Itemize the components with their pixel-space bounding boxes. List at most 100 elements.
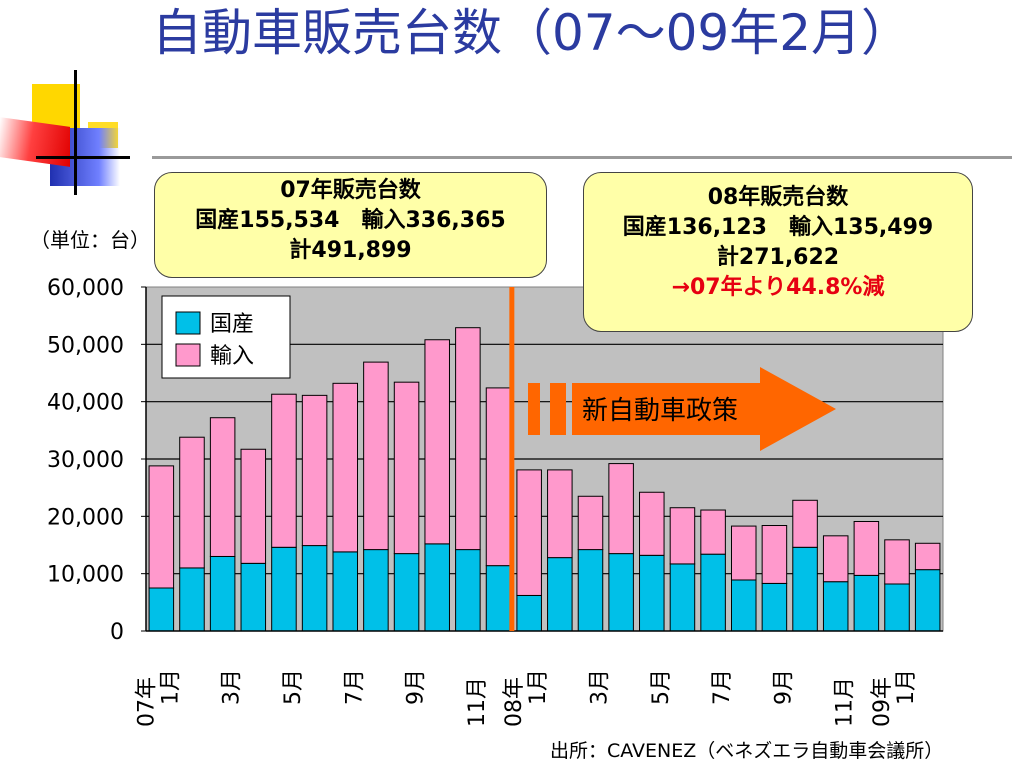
bar-domestic	[608, 553, 634, 632]
x-tick-label-line: 3月	[220, 669, 245, 705]
x-tick-label: 08年 1月	[502, 669, 551, 727]
x-tick-label-line: 7月	[710, 669, 735, 705]
x-tick-label: 3月	[587, 669, 612, 705]
bar-import	[884, 539, 910, 585]
bar-domestic	[424, 543, 450, 632]
x-tick-label: 9月	[771, 669, 796, 705]
bar-import	[485, 387, 512, 567]
x-tick-label: 5月	[281, 669, 306, 705]
x-tick-label: 7月	[710, 669, 735, 705]
x-tick-label-line: 1月	[894, 669, 919, 705]
x-tick-label-line: 3月	[587, 669, 612, 705]
bar-import	[363, 361, 389, 551]
bar-import	[700, 509, 726, 555]
decorative-corner-graphic	[0, 0, 130, 200]
callout-2008-line2: 国産136,123 輸入135,499	[622, 215, 934, 240]
bar-import	[792, 499, 818, 548]
bar-domestic	[516, 594, 542, 632]
bar-domestic	[853, 574, 880, 632]
y-axis: 0 10,000 20,000 30,000 40,000 50,000 60,000	[47, 276, 147, 645]
x-tick-label: 7月	[342, 669, 367, 705]
x-tick-label: 11月	[465, 677, 490, 727]
legend-label-domestic: 国産	[210, 312, 254, 337]
bar-import	[148, 465, 175, 589]
bar-domestic	[884, 583, 910, 632]
bar-import	[516, 469, 542, 596]
bar-import	[608, 463, 634, 555]
deco-horizontal-line	[36, 156, 130, 159]
x-tick-label-line: 5月	[281, 669, 306, 705]
bar-domestic	[301, 545, 328, 632]
bar-import	[577, 495, 604, 551]
bar-import	[730, 525, 757, 581]
callout-2008-change: →07年より44.8%減	[671, 275, 885, 300]
bar-domestic	[822, 581, 849, 632]
x-tick-label-line: 11月	[833, 677, 858, 727]
bar-domestic	[363, 549, 389, 632]
title-underline	[152, 156, 1012, 159]
x-tick-label: 09年 1月	[870, 669, 919, 727]
policy-arrow: 新自動車政策	[528, 367, 836, 451]
bar-import	[209, 417, 236, 557]
x-tick-label-line: 08年	[502, 677, 527, 727]
arrow-body	[572, 367, 836, 451]
bar-import	[301, 394, 328, 547]
x-tick-label: 3月	[220, 669, 245, 705]
unit-note: （単位：台）	[30, 228, 150, 252]
bar-import	[393, 381, 420, 555]
bar-domestic	[761, 582, 788, 632]
bar-import	[914, 542, 941, 571]
bar-import	[853, 520, 880, 576]
page-title: 自動車販売台数（07～09年2月）	[152, 4, 912, 62]
x-tick-label-line: 5月	[649, 669, 674, 705]
legend-swatch-domestic	[175, 311, 201, 335]
bar-domestic	[179, 567, 205, 632]
bar-domestic	[455, 549, 481, 632]
deco-vertical-line	[74, 70, 77, 195]
bar-import	[822, 535, 849, 583]
legend-swatch-import	[175, 343, 201, 367]
callout-2007-line2: 国産155,534 輸入336,365	[195, 208, 506, 233]
arrow-dash-1	[528, 383, 540, 435]
x-tick-label: 11月	[833, 677, 858, 727]
bar-domestic	[639, 554, 665, 632]
bar-domestic	[547, 557, 573, 632]
source-note: 出所：CAVENEZ（ベネズエラ自動車会議所）	[550, 740, 944, 762]
y-tick-label: 50,000	[47, 333, 124, 358]
bar-import	[271, 393, 297, 548]
bar-domestic	[148, 587, 175, 632]
y-tick-label: 0	[110, 620, 124, 645]
bar-domestic	[914, 569, 941, 632]
x-tick-label-line: 7月	[342, 669, 367, 705]
callout-2008-line3: 計271,622	[716, 245, 840, 270]
arrow-dash-2	[550, 383, 566, 435]
bar-import	[669, 507, 696, 565]
bar-domestic	[700, 553, 726, 632]
callout-2008-sales: 08年販売台数 国産136,123 輸入135,499 計271,622 →07…	[583, 172, 973, 332]
bar-import	[455, 327, 481, 551]
y-tick-label: 60,000	[47, 276, 124, 301]
bars	[148, 327, 941, 632]
callout-2007-line3: 計491,899	[289, 238, 412, 263]
x-tick-label-line: 1月	[158, 669, 183, 705]
bar-import	[424, 339, 450, 545]
bar-domestic	[669, 563, 696, 632]
x-tick-label-line: 09年	[870, 677, 895, 727]
bar-domestic	[271, 546, 297, 632]
x-tick-label-line: 07年	[134, 677, 159, 727]
x-axis: 07年 1月 3月 5月 7月 9月 11月 08年 1月 3月 5月 7月 9月 11月 09年 1月	[134, 630, 943, 727]
x-tick-label: 9月	[404, 669, 429, 705]
x-tick-label-line: 11月	[465, 677, 490, 727]
bar-domestic	[209, 555, 236, 632]
bar-import	[639, 491, 665, 556]
x-tick-label-line: 9月	[771, 669, 796, 705]
bar-import	[332, 382, 359, 553]
callout-2007-line1: 07年販売台数	[280, 178, 421, 203]
bar-domestic	[577, 549, 604, 632]
y-tick-label: 10,000	[47, 563, 124, 588]
y-tick-label: 30,000	[47, 448, 124, 473]
bar-domestic	[332, 551, 359, 632]
callout-2008-line1: 08年販売台数	[707, 185, 849, 210]
bar-domestic	[730, 579, 757, 632]
